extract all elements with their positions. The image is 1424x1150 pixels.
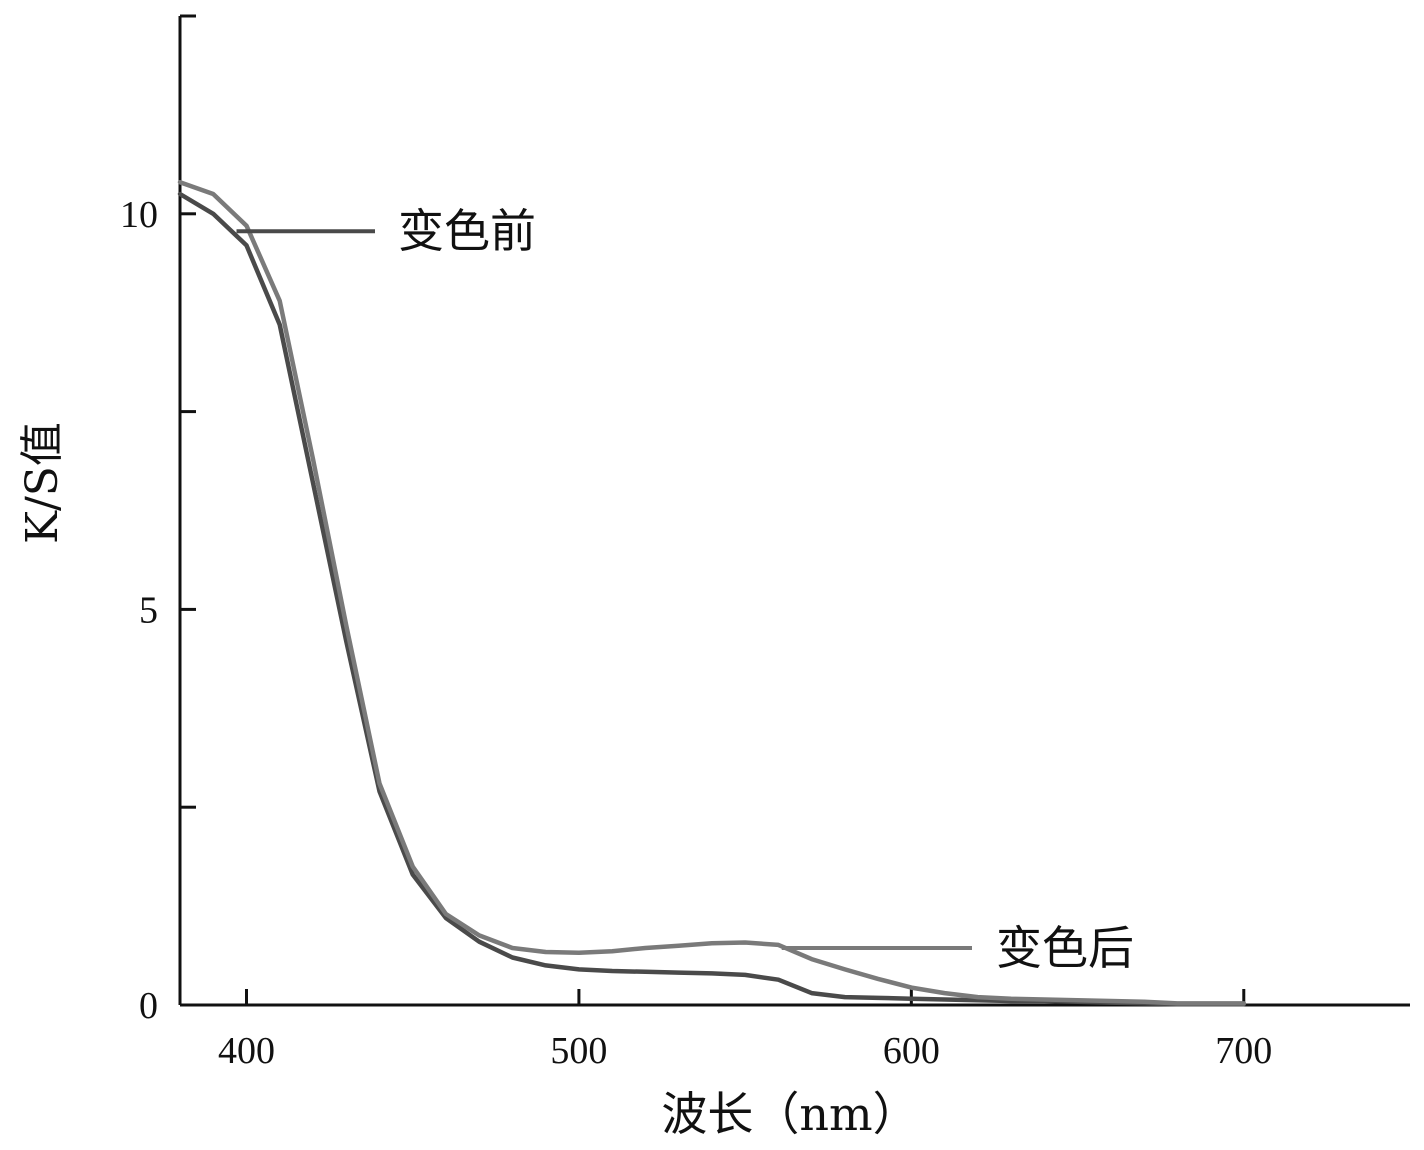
x-axis-title: 波长（nm） (661, 1087, 918, 1141)
series-line-after (177, 179, 1247, 1006)
x-tick-label: 500 (550, 1030, 607, 1072)
y-tick-label: 10 (120, 194, 158, 236)
x-tick-label: 700 (1215, 1030, 1272, 1072)
axes: 0 5 10 400 500 600 700 (120, 14, 1410, 1072)
x-tick-label: 600 (883, 1030, 940, 1072)
y-axis-title: K/S值 (17, 422, 68, 544)
y-tick-label: 5 (139, 589, 158, 631)
callout-label-after: 变色后 (996, 921, 1134, 975)
y-tick-label: 0 (139, 985, 158, 1027)
callout-label-before: 变色前 (398, 204, 536, 258)
series-layer (177, 179, 1247, 1007)
x-tick-label: 400 (218, 1030, 275, 1072)
callouts: 变色前 变色后 (236, 204, 1134, 975)
